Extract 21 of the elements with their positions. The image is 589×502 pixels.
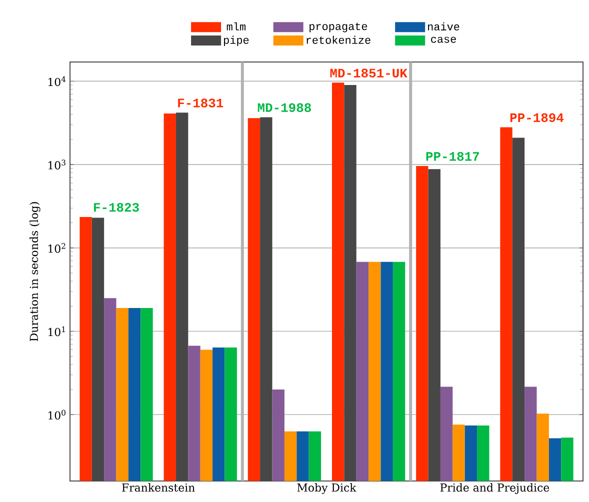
legend-label: naive [428,22,460,30]
text: Moby Dick [297,483,356,494]
x-tick-label: F-1831 [178,98,224,108]
x-tick-label: F-1823 [94,202,139,212]
y-tick-label: 10$^{0}$ [48,410,66,420]
y-tick-label: 10$^{1}$ [48,326,65,336]
text: Pride and Prejudice [440,483,550,494]
x-tick-label: MD-1988 [258,103,311,112]
x-tick-label: MD-1851-UK [330,68,408,78]
legend-label: case [431,36,456,43]
y-axis-title: Duration in seconds (log) [30,202,40,342]
y-tick-label: 10$^{4}$ [48,76,66,86]
y-tick-label: 10$^{3}$ [48,160,66,170]
legend-label: pipe [224,36,249,46]
y-tick-label: 10$^{2}$ [48,243,66,253]
text: Frankenstein [122,483,195,492]
legend-label: mlm [226,22,246,30]
legend-label: propagate [310,22,368,32]
legend-label: retokenize [306,36,370,44]
x-tick-label: PP-1817 [426,152,479,161]
x-tick-label: PP-1894 [510,113,564,122]
